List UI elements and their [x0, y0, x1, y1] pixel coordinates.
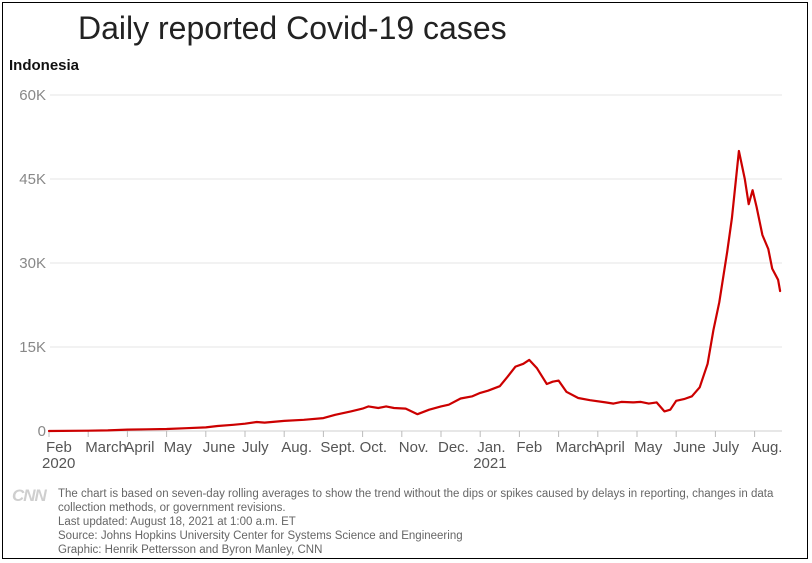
footer-note: The chart is based on seven-day rolling …	[58, 488, 774, 514]
footer-updated: Last updated: August 18, 2021 at 1:00 a.…	[58, 516, 296, 528]
x-tick-label: Sept.	[320, 439, 355, 456]
y-axis-ticks: 0 15K 30K 45K 60K	[19, 87, 46, 440]
x-tick-label: Oct.	[360, 439, 388, 456]
x-tick-label: April	[124, 439, 154, 456]
footer-credit: Graphic: Henrik Pettersson and Byron Man…	[58, 544, 323, 556]
cases-line	[47, 149, 782, 433]
y-tick-label: 0	[38, 423, 46, 440]
x-tick-label: June	[203, 439, 236, 456]
x-tick-label: July	[242, 439, 269, 456]
x-tick-year: 2020	[42, 455, 75, 472]
x-tick-label: Aug.	[281, 439, 312, 456]
x-tick-label: Dec.	[438, 439, 469, 456]
x-tick-label: May	[164, 439, 193, 456]
x-tick-label: July	[712, 439, 739, 456]
series-group	[47, 149, 782, 433]
chart-title: Daily reported Covid-19 cases	[78, 10, 507, 46]
footer-notes: The chart is based on seven-day rolling …	[58, 487, 806, 557]
y-tick-label: 60K	[19, 87, 46, 104]
x-tick-label: Jan.	[477, 439, 505, 456]
x-tick-label: Aug.	[752, 439, 783, 456]
y-tick-label: 15K	[19, 339, 46, 356]
x-tick-label: Feb	[46, 439, 72, 456]
y-tick-label: 45K	[19, 171, 46, 188]
series-label: Indonesia	[9, 57, 80, 74]
x-tick-label: March	[556, 439, 598, 456]
y-tick-label: 30K	[19, 255, 46, 272]
x-tick-year: 2021	[473, 455, 506, 472]
x-tick-label: March	[85, 439, 127, 456]
cnn-logo: CNN	[12, 486, 47, 505]
x-tick-label: June	[673, 439, 706, 456]
x-tick-label: Nov.	[399, 439, 429, 456]
x-tick-label: April	[595, 439, 625, 456]
x-tick-label: Feb	[516, 439, 542, 456]
gridlines	[50, 94, 782, 432]
x-tick-label: May	[634, 439, 663, 456]
footer-source: Source: Johns Hopkins University Center …	[58, 530, 463, 542]
